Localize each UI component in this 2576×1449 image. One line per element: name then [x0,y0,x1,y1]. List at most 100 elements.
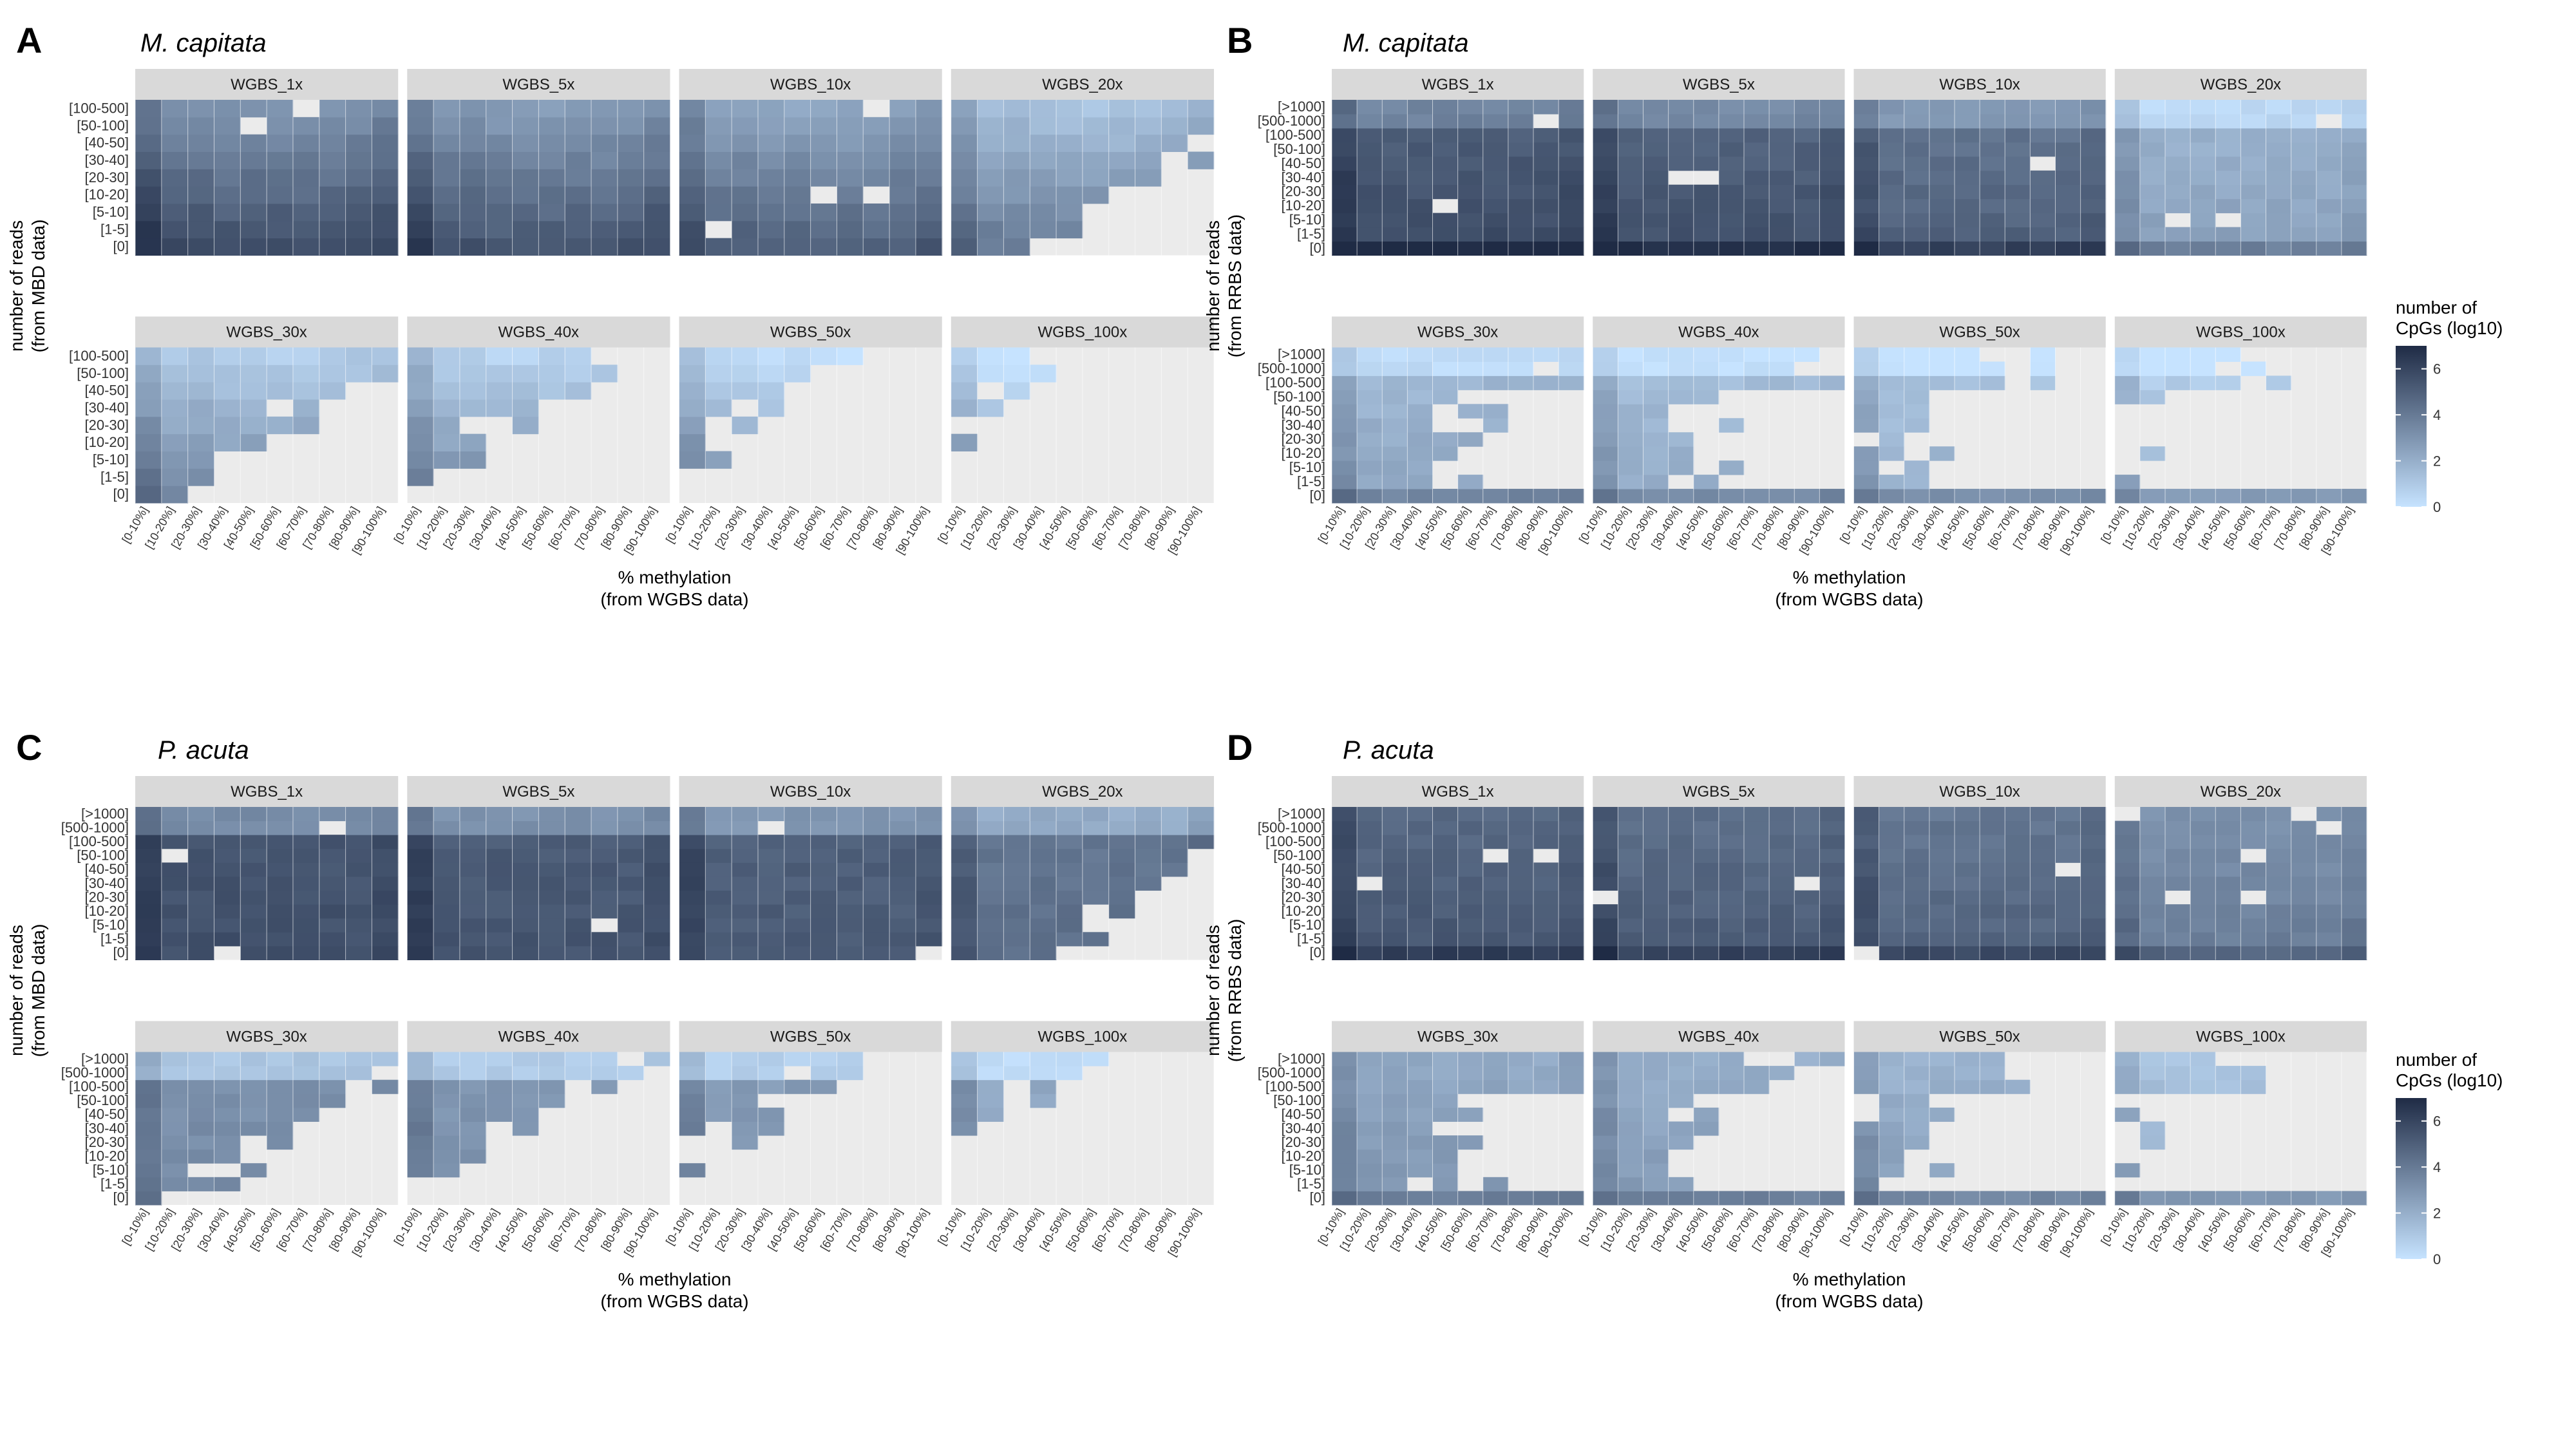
heatmap-tile [617,186,645,204]
heatmap-tile [2165,375,2191,390]
y-tick-label: [40-50] [85,1106,129,1122]
y-tick-label: [500-1000] [1258,1065,1325,1081]
heatmap-tile [977,807,1004,822]
heatmap-tile [1668,945,1694,960]
heatmap-tile [2215,945,2241,960]
facet-strip [135,69,399,100]
heatmap-tile [240,204,267,222]
heatmap-tile [1929,848,1955,863]
heatmap-tile [1819,489,1845,504]
heatmap-tile [486,862,513,877]
heatmap-tile [433,169,460,187]
heatmap-tile [407,890,434,905]
heatmap-tile [591,1052,618,1066]
heatmap-tile [240,1066,267,1081]
y-tick-label: [5-10] [93,917,129,933]
heatmap-tile [2080,945,2107,960]
heatmap-tile [643,151,670,169]
heatmap-tile [1904,862,1930,877]
heatmap-tile [1668,1066,1694,1081]
heatmap-tile [161,347,189,365]
heatmap-tile [1482,1191,1509,1206]
heatmap-tile [2240,113,2266,129]
heatmap-tile [2055,876,2081,891]
heatmap-tile [1769,241,1795,256]
heatmap-tile [407,151,434,169]
heatmap-tile [1744,347,1770,362]
heatmap-tile [1618,1079,1643,1094]
heatmap-tile [187,1177,214,1191]
heatmap-tile [643,169,670,187]
heatmap-tile [1693,835,1719,849]
heatmap-tile [1332,361,1358,376]
heatmap-tile [1357,113,1383,129]
heatmap-tile [1879,807,1905,822]
heatmap-tile [292,918,320,933]
heatmap-tile [161,451,189,469]
heatmap-tile [837,238,864,256]
heatmap-tile [1904,807,1930,822]
heatmap-tile [1819,904,1845,919]
heatmap-tile [433,416,460,435]
heatmap-tile [1432,876,1459,891]
heatmap-tile [915,204,943,222]
heatmap-tile [1794,862,1820,877]
heatmap-tile [2341,1191,2367,1206]
heatmap-tile [1929,932,1955,947]
heatmap-tile [951,1094,978,1108]
heatmap-tile [1718,890,1745,905]
heatmap-tile [2055,932,2081,947]
facet-WGBS_30x: WGBS_30x[0][1-5][5-10][10-20][20-30][30-… [69,316,399,556]
heatmap-tile [889,876,916,891]
heatmap-tile [345,117,372,135]
heatmap-tile [1482,1177,1509,1191]
heatmap-tile [1382,475,1408,489]
y-tick-label: [0] [1310,945,1325,961]
heatmap-tile [1955,876,1980,891]
heatmap-tile [214,238,241,256]
heatmap-tile [538,820,565,835]
heatmap-tile [459,117,487,135]
heatmap-tile [1879,170,1905,185]
facet-strip-label: WGBS_1x [1422,76,1494,93]
heatmap-tile [1188,820,1215,835]
heatmap-tile [1929,213,1955,228]
heatmap-tile [837,100,864,118]
heatmap-tile [1382,1094,1408,1108]
heatmap-tile [591,117,618,135]
heatmap-tile [1332,213,1358,228]
heatmap-tile [1955,932,1980,947]
heatmap-tile [2114,170,2141,185]
heatmap-tile [1533,932,1559,947]
heatmap-tile [1718,113,1745,129]
heatmap-tile [135,890,162,905]
heatmap-tile [1643,184,1669,200]
heatmap-tile [1082,932,1110,947]
heatmap-tile [512,890,539,905]
heatmap-tile [2114,1066,2141,1081]
heatmap-tile [1558,128,1584,143]
heatmap-tile [2055,918,2081,933]
facet-strip [2114,69,2367,100]
y-tick-label: [500-1000] [1258,360,1325,376]
heatmap-tile [2240,361,2266,376]
heatmap-tile [319,100,346,118]
heatmap-tile [1382,1121,1408,1136]
heatmap-tile [1643,820,1669,835]
heatmap-tile [977,134,1004,152]
heatmap-tile [757,1107,785,1122]
heatmap-tile [2055,113,2081,129]
heatmap-tile [679,238,706,256]
heatmap-tile [784,134,811,152]
heatmap-tile [977,169,1004,187]
heatmap-tile [372,365,399,383]
heatmap-tile [1769,227,1795,242]
heatmap-tile [2114,213,2141,228]
heatmap-tile [267,169,294,187]
heatmap-tile [1457,1066,1484,1081]
heatmap-tile [407,100,434,118]
heatmap-tile [1457,876,1484,891]
heatmap-tile [1533,347,1559,362]
heatmap-tile [512,1079,539,1094]
heatmap-tile [1879,1163,1905,1178]
